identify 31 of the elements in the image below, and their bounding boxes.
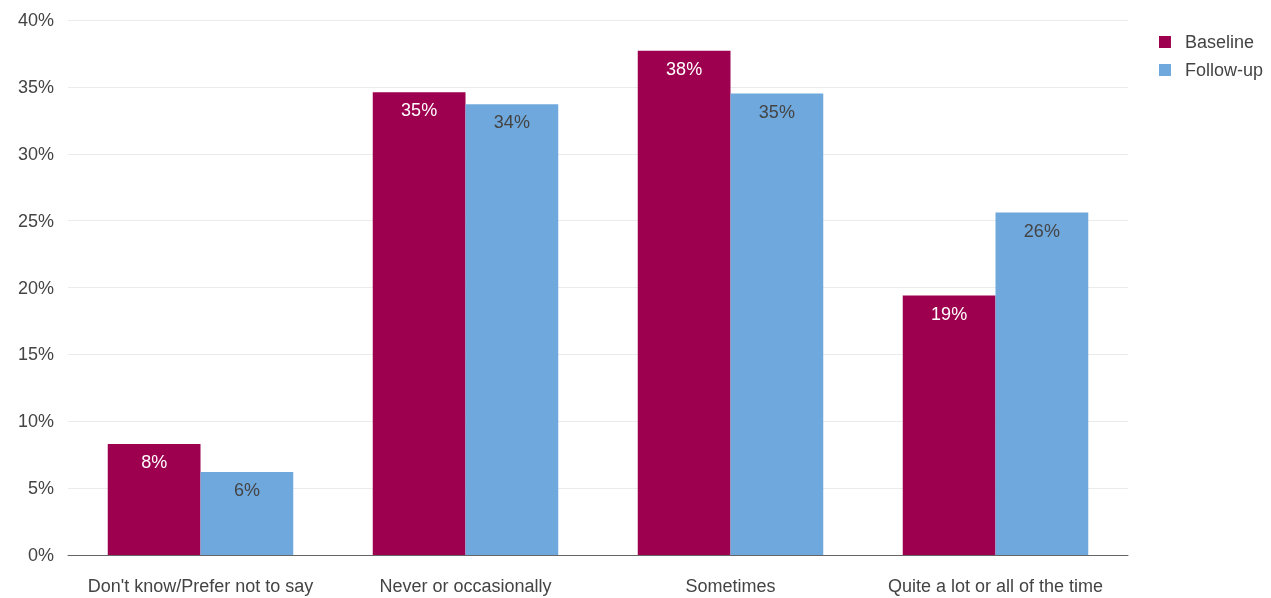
- x-tick-label: Never or occasionally: [379, 576, 552, 596]
- data-label: 38%: [666, 58, 703, 79]
- bar: [200, 472, 294, 555]
- y-tick-label: 35%: [17, 76, 54, 97]
- y-tick-label: 0%: [27, 545, 54, 565]
- y-tick-label: 5%: [27, 478, 54, 499]
- bar: [995, 212, 1089, 555]
- data-label: 6%: [233, 480, 260, 501]
- data-label: 35%: [758, 101, 795, 122]
- bar: [465, 104, 559, 555]
- data-label: 34%: [493, 112, 530, 133]
- legend-label: Follow-up: [1184, 60, 1263, 80]
- data-label: 19%: [931, 303, 968, 324]
- x-tick-label: Sometimes: [685, 576, 776, 596]
- y-tick-label: 15%: [17, 344, 54, 365]
- data-label: 26%: [1023, 220, 1060, 241]
- data-label: 35%: [401, 100, 438, 121]
- bar: [730, 93, 824, 555]
- data-label: 8%: [141, 451, 168, 472]
- y-tick-label: 10%: [17, 411, 54, 432]
- y-tick-label: 25%: [17, 210, 54, 231]
- y-tick-label: 30%: [17, 143, 54, 164]
- x-tick-label: Don't know/Prefer not to say: [87, 576, 314, 596]
- bar: [637, 50, 731, 555]
- bar: [372, 92, 466, 555]
- y-tick-label: 20%: [17, 277, 54, 298]
- bar: [902, 295, 996, 555]
- bar: [107, 443, 201, 555]
- y-tick-label: 40%: [17, 10, 54, 30]
- x-tick-label: Quite a lot or all of the time: [887, 576, 1104, 596]
- legend-label: Baseline: [1184, 32, 1255, 52]
